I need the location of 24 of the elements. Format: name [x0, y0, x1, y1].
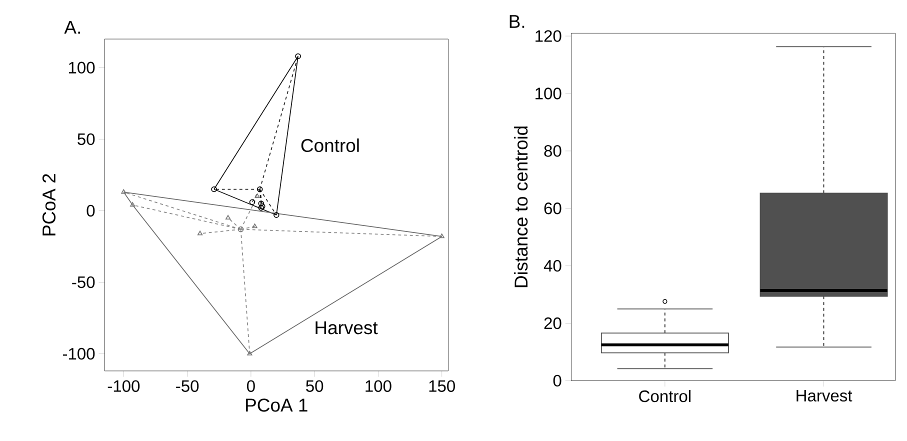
y-tick-label: 40 [544, 260, 562, 272]
y-tick-label: -100 [62, 348, 95, 360]
y-tick-label: 20 [544, 317, 562, 330]
annotation: Harvest [316, 321, 378, 334]
y-axis-title: Distance to centroid [514, 126, 528, 287]
annotation: Control [301, 138, 359, 152]
x-tick-label: 100 [366, 380, 392, 392]
chart-title: A. [64, 20, 80, 34]
y-tick-label: 0 [86, 204, 95, 216]
y-tick-label: -50 [72, 276, 95, 288]
y-tick-label: 120 [536, 30, 562, 42]
y-tick-label: 60 [544, 202, 562, 214]
y-tick-label: 100 [68, 62, 95, 74]
y-tick-label: 80 [544, 144, 562, 157]
y-axis-title: PCoA 2 [42, 174, 56, 236]
x-tick-label: 0 [246, 380, 255, 392]
x-tick-label: -100 [108, 380, 140, 392]
x-tick-label: 50 [306, 380, 324, 392]
chart-title: B. [510, 15, 524, 28]
x-tick-label: -50 [176, 380, 199, 392]
y-tick-label: 100 [536, 88, 562, 100]
x-axis-title: PCoA 1 [246, 398, 308, 412]
x-tick-label: 150 [429, 380, 455, 392]
y-tick-label: 50 [78, 133, 95, 145]
